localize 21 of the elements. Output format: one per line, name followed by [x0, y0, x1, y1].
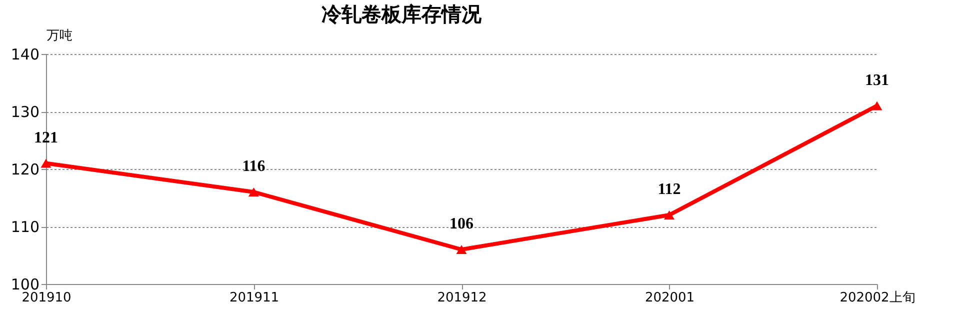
point	[456, 244, 467, 254]
y-tick-label: 130	[10, 103, 40, 121]
y-axis-title: 万吨	[46, 28, 72, 44]
point	[872, 101, 882, 110]
data-label: 106	[450, 216, 474, 232]
x-tick-label: 201912	[437, 290, 487, 306]
y-tick-label: 110	[10, 218, 40, 236]
y-tick-label: 120	[10, 160, 40, 178]
chart-title: 冷轧卷板库存情况	[322, 2, 482, 26]
data-label: 112	[658, 181, 681, 198]
point	[40, 158, 52, 168]
data-label: 116	[242, 158, 266, 175]
x-tick-label: 202002上旬	[840, 290, 916, 306]
y-tick-label: 140	[10, 46, 40, 64]
x-tick-label: 202001	[644, 290, 695, 306]
data-label: 121	[34, 129, 58, 146]
data-label: 131	[865, 72, 889, 89]
x-tick-label: 201911	[229, 290, 280, 306]
x-tick-label: 201910	[22, 290, 72, 306]
point	[664, 210, 674, 220]
point	[248, 187, 259, 197]
